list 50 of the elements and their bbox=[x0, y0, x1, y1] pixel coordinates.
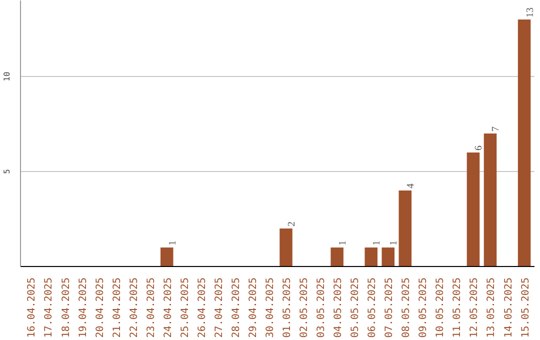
x-tick-label: 13.05.2025 bbox=[486, 277, 498, 338]
bar bbox=[330, 248, 344, 266]
x-tick-label: 01.05.2025 bbox=[282, 277, 294, 338]
x-tick-label: 24.04.2025 bbox=[162, 277, 174, 338]
x-tick-label: 20.04.2025 bbox=[94, 277, 106, 338]
x-tick-label: 23.04.2025 bbox=[146, 277, 157, 338]
x-tick-label: 28.04.2025 bbox=[230, 277, 242, 338]
x-tick-label: 07.05.2025 bbox=[384, 277, 396, 338]
x-tick-label: 11.05.2025 bbox=[452, 277, 464, 338]
x-tick-label: 12.05.2025 bbox=[469, 277, 480, 338]
x-tick-label: 10.05.2025 bbox=[435, 277, 446, 338]
x-tick-label: 26.04.2025 bbox=[196, 277, 208, 338]
y-tick-label: 10 bbox=[2, 72, 12, 82]
bar bbox=[364, 248, 378, 266]
bar bbox=[382, 248, 395, 266]
x-tick-label: 27.04.2025 bbox=[214, 277, 225, 338]
x-tick-label: 15.05.2025 bbox=[520, 277, 532, 338]
x-tick-label: 17.04.2025 bbox=[44, 277, 55, 338]
data-label: 6 bbox=[474, 146, 485, 150]
x-tick-label: 25.04.2025 bbox=[180, 277, 191, 338]
x-tick-label: 05.05.2025 bbox=[350, 277, 362, 338]
data-label: 1 bbox=[338, 240, 349, 246]
data-label: 1 bbox=[372, 240, 383, 246]
data-label: 7 bbox=[490, 126, 502, 132]
x-tick-label: 08.05.2025 bbox=[401, 277, 412, 338]
x-tick-label: 21.04.2025 bbox=[112, 277, 123, 338]
x-tick-label: 18.04.2025 bbox=[60, 277, 72, 338]
data-label: 1 bbox=[388, 240, 400, 246]
bar bbox=[398, 190, 412, 266]
x-tick-label: 04.05.2025 bbox=[333, 277, 344, 338]
bar bbox=[160, 248, 174, 266]
x-tick-label: 09.05.2025 bbox=[418, 277, 430, 338]
x-tick-label: 02.05.2025 bbox=[299, 277, 310, 338]
bar bbox=[466, 152, 480, 266]
x-tick-label: 14.05.2025 bbox=[503, 277, 514, 338]
data-label: 4 bbox=[406, 184, 417, 188]
bar bbox=[484, 134, 497, 266]
data-label: 2 bbox=[286, 222, 298, 226]
x-tick-label: 03.05.2025 bbox=[316, 277, 328, 338]
x-tick-label: 30.04.2025 bbox=[264, 277, 276, 338]
x-tick-label: 22.04.2025 bbox=[128, 277, 140, 338]
bar bbox=[280, 228, 292, 266]
x-tick-label: 19.04.2025 bbox=[78, 277, 89, 338]
data-label: 13 bbox=[524, 8, 536, 18]
x-tick-label: 06.05.2025 bbox=[367, 277, 378, 338]
data-label: 1 bbox=[167, 240, 178, 246]
x-tick-label: 29.04.2025 bbox=[248, 277, 259, 338]
y-tick-label: 5 bbox=[2, 168, 12, 174]
bar bbox=[518, 20, 531, 266]
x-tick-label: 16.04.2025 bbox=[26, 277, 38, 338]
